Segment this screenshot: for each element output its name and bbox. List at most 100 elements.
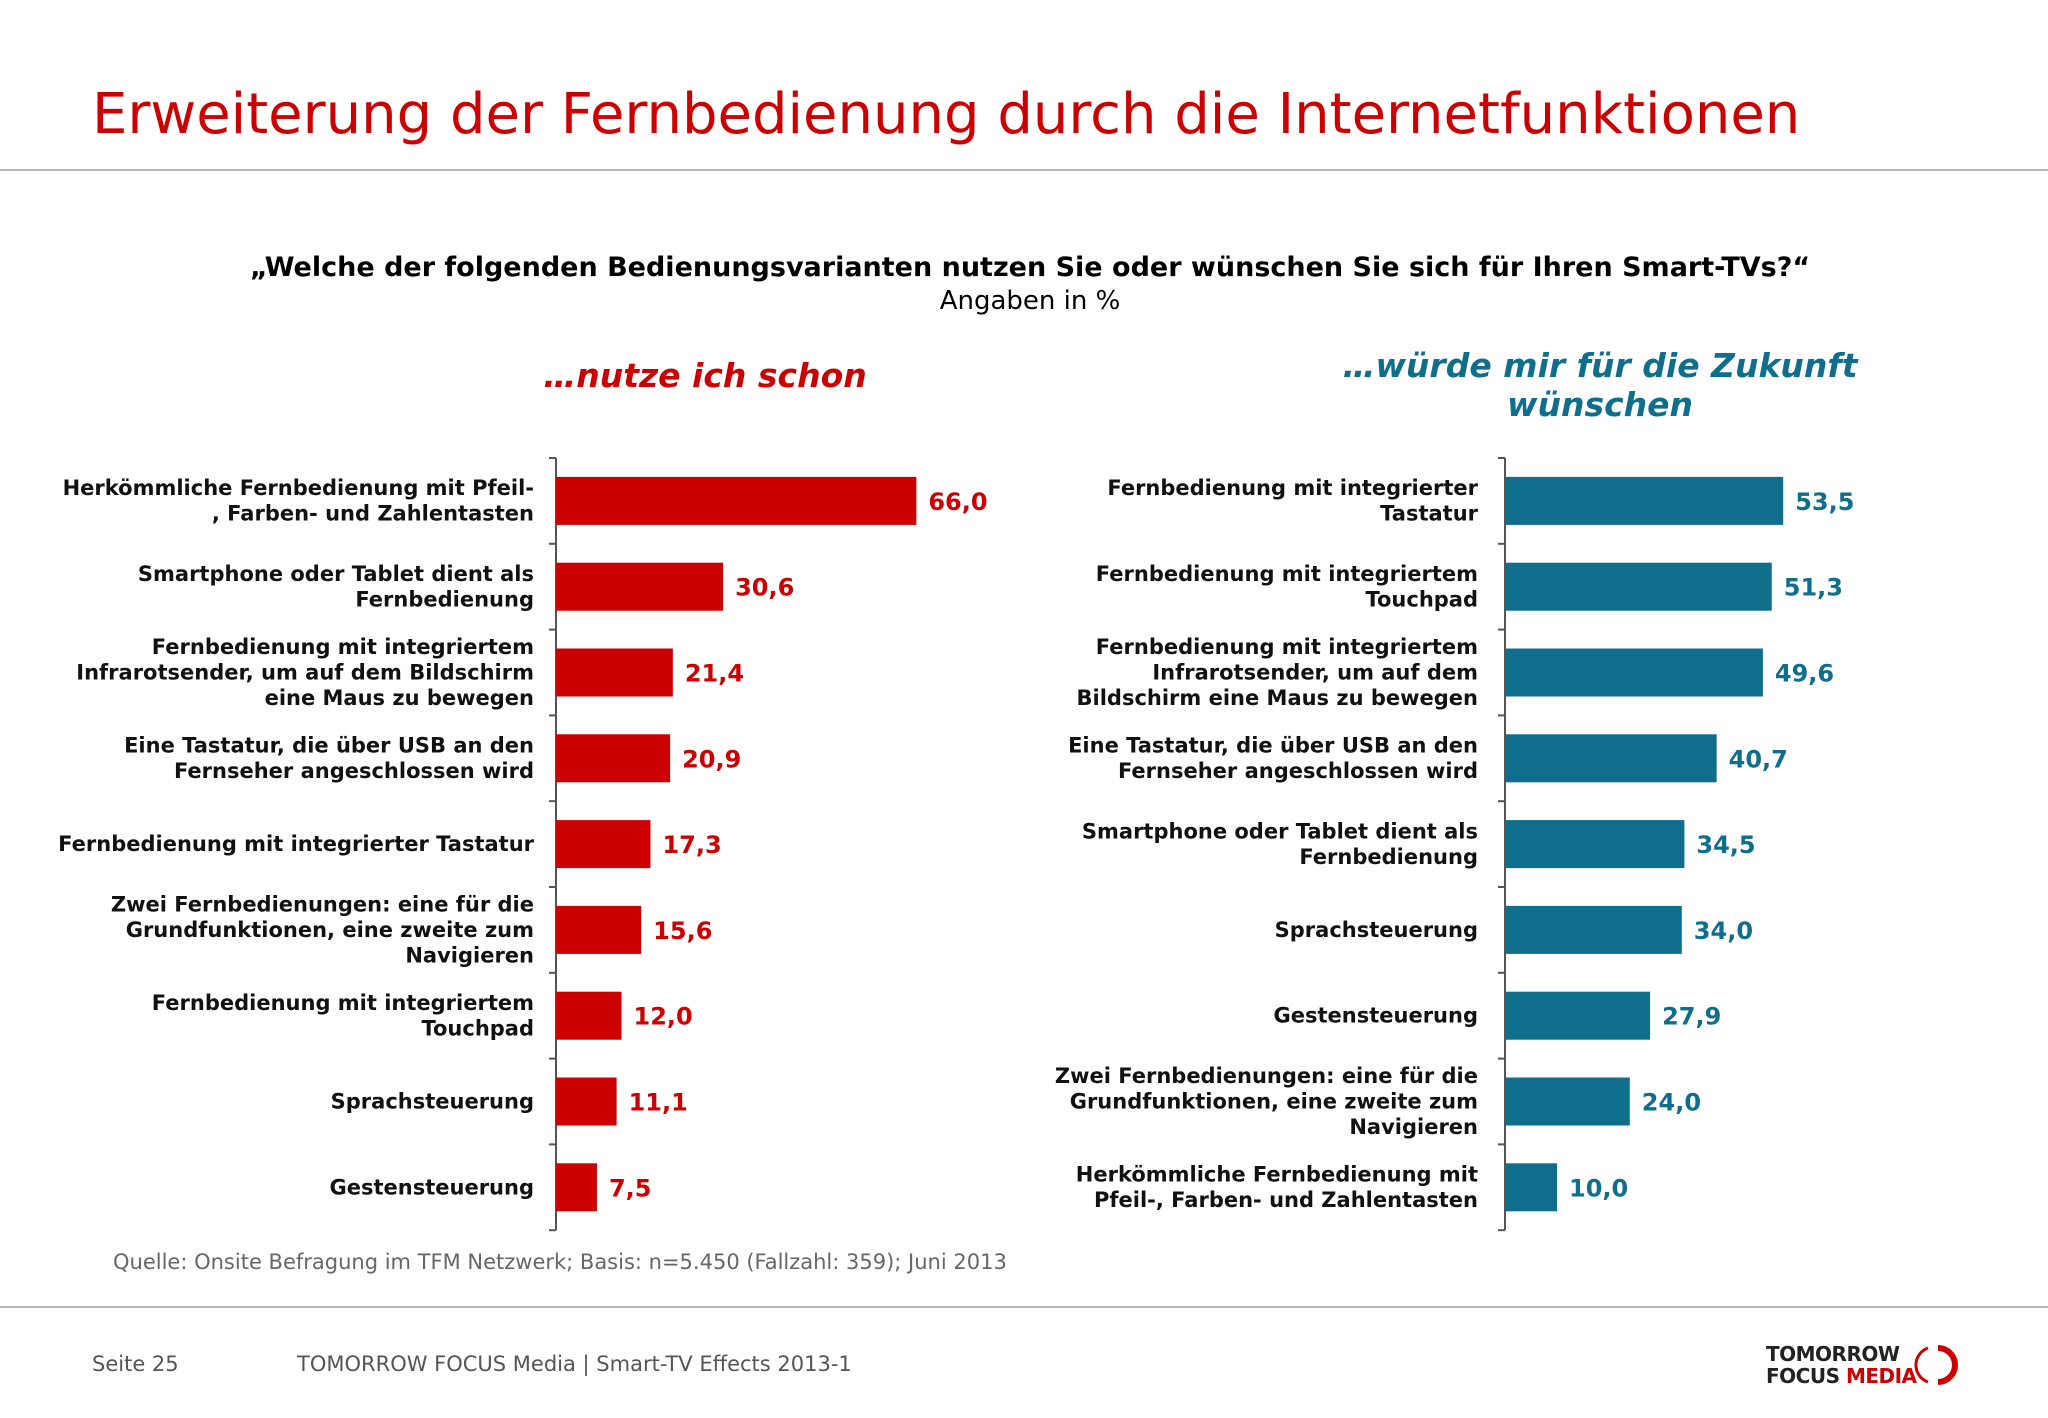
left-bar-chart: 66,0 Herkömmliche Fernbedienung mit Pfeil…: [58, 457, 988, 1232]
category-label-line: Gestensteuerung: [1274, 1004, 1478, 1028]
page-number: Seite 25: [92, 1352, 179, 1376]
category-label: Fernbedienung mit integrierter Tastatur: [1107, 476, 1478, 526]
category-label: Fernbedienung mit integriertem Infrarotse…: [1077, 635, 1478, 710]
value-label: 12,0: [634, 1003, 693, 1031]
category-label-line: Grundfunktionen, eine zweite zum: [126, 918, 534, 942]
source-note: Quelle: Onsite Befragung im TFM Netzwerk…: [113, 1250, 1007, 1274]
bar: [556, 1163, 597, 1212]
category-label: Fernbedienung mit integriertem Touchpad: [152, 991, 534, 1040]
category-label-line: Fernbedienung mit integriertem: [152, 635, 534, 659]
bar: [556, 476, 917, 525]
logo-text-line2: FOCUS MEDIA: [1766, 1364, 1917, 1388]
value-label: 40,7: [1729, 745, 1788, 773]
bar: [556, 820, 651, 869]
right-chart-heading-line: …würde mir für die Zukunft: [1342, 346, 1858, 385]
category-label-line: Smartphone oder Tablet dient als: [138, 562, 534, 586]
value-label: 24,0: [1642, 1089, 1701, 1117]
category-label: Fernbedienung mit integrierter Tastatur: [58, 832, 534, 856]
category-label-line: Infrarotsender, um auf dem Bildschirm: [76, 661, 534, 685]
bar: [1505, 905, 1682, 954]
bar: [1505, 476, 1784, 525]
category-label-line: Fernbedienung mit integriertem: [1096, 562, 1478, 586]
footer-divider: [0, 1306, 2048, 1308]
category-label: Herkömmliche Fernbedienung mit Pfeil-, Fa…: [1076, 1163, 1478, 1213]
bar: [1505, 1077, 1630, 1126]
category-label: Fernbedienung mit integriertem Infrarotse…: [76, 635, 534, 710]
category-label: Zwei Fernbedienungen: eine für die Grundf…: [111, 892, 534, 967]
category-label-line: Eine Tastatur, die über USB an den: [124, 734, 534, 758]
category-label-line: Navigieren: [1349, 1115, 1478, 1139]
category-label-line: , Farben- und Zahlentasten: [212, 502, 534, 526]
category-label-line: Fernbedienung mit integrierter Tastatur: [58, 832, 534, 856]
bar: [1505, 648, 1763, 697]
category-label-line: Smartphone oder Tablet dient als: [1082, 819, 1478, 843]
value-label: 49,6: [1775, 660, 1834, 688]
category-label-line: Eine Tastatur, die über USB an den: [1068, 734, 1478, 758]
category-label: Gestensteuerung: [1274, 1004, 1478, 1028]
value-label: 51,3: [1784, 574, 1843, 602]
category-label-line: Touchpad: [421, 1016, 534, 1040]
category-label: Eine Tastatur, die über USB an den Fernse…: [124, 734, 534, 784]
bar: [556, 1077, 617, 1126]
category-label-line: Pfeil-, Farben- und Zahlentasten: [1094, 1188, 1478, 1212]
company-logo: TOMORROW FOCUS MEDIA: [1766, 1342, 1966, 1392]
category-label-line: Fernseher angeschlossen wird: [1118, 759, 1478, 783]
value-label: 34,5: [1696, 831, 1755, 859]
logo-mark-icon: [1914, 1345, 1958, 1385]
category-label-line: Touchpad: [1365, 587, 1478, 611]
value-label: 21,4: [685, 660, 744, 688]
category-label: Sprachsteuerung: [1275, 918, 1478, 942]
category-label-line: Fernbedienung: [355, 587, 534, 611]
category-label-line: Fernbedienung: [1299, 845, 1478, 869]
category-label: Eine Tastatur, die über USB an den Fernse…: [1068, 734, 1478, 784]
category-label-line: Gestensteuerung: [330, 1175, 534, 1199]
bar: [1505, 820, 1685, 869]
unit-label: Angaben in %: [939, 286, 1121, 316]
category-label-line: eine Maus zu bewegen: [265, 686, 534, 710]
right-chart-heading: …würde mir für die Zukunft wünschen: [1250, 346, 1950, 424]
category-label-line: Herkömmliche Fernbedienung mit: [1076, 1163, 1478, 1187]
value-label: 15,6: [653, 917, 712, 945]
category-label-line: Fernbedienung mit integriertem: [1096, 635, 1478, 659]
category-label-line: Zwei Fernbedienungen: eine für die: [111, 892, 534, 916]
category-label-line: Sprachsteuerung: [1275, 918, 1478, 942]
bar: [556, 905, 642, 954]
bar: [1505, 734, 1717, 783]
logo-text-focus: FOCUS: [1766, 1364, 1846, 1388]
category-label: Zwei Fernbedienungen: eine für die Grundf…: [1055, 1064, 1478, 1139]
value-label: 11,1: [629, 1089, 688, 1117]
title-divider: [0, 169, 2048, 171]
category-label-line: Grundfunktionen, eine zweite zum: [1070, 1090, 1478, 1114]
footer-company: TOMORROW FOCUS Media | Smart-TV Effects …: [297, 1352, 852, 1376]
bar: [1505, 991, 1651, 1040]
left-chart-heading: …nutze ich schon: [543, 356, 867, 395]
right-chart-heading-line: wünschen: [1506, 385, 1694, 424]
category-label-line: Tastatur: [1380, 502, 1478, 526]
bar: [556, 734, 671, 783]
value-label: 27,9: [1662, 1003, 1721, 1031]
value-label: 30,6: [735, 574, 794, 602]
category-label: Smartphone oder Tablet dient als Fernbedi…: [138, 562, 534, 612]
category-label: Sprachsteuerung: [331, 1090, 534, 1114]
bar: [1505, 1163, 1557, 1212]
category-label-line: Bildschirm eine Maus zu bewegen: [1077, 686, 1478, 710]
category-label: Herkömmliche Fernbedienung mit Pfeil-, F…: [63, 476, 534, 526]
category-label: Fernbedienung mit integriertem Touchpad: [1096, 562, 1478, 612]
survey-question: „Welche der folgenden Bedienungsvariante…: [249, 252, 1811, 283]
bar: [556, 991, 622, 1040]
logo-text-media: MEDIA: [1845, 1364, 1917, 1388]
category-label-line: Navigieren: [405, 943, 534, 967]
category-label-line: Fernbedienung mit integriertem: [152, 991, 534, 1015]
value-label: 53,5: [1795, 488, 1854, 516]
bar: [556, 648, 673, 697]
logo-text-line1: TOMORROW: [1766, 1342, 1900, 1366]
category-label-line: Herkömmliche Fernbedienung mit Pfeil-: [63, 476, 534, 500]
value-label: 7,5: [609, 1174, 652, 1202]
category-label-line: Fernbedienung mit integrierter: [1107, 476, 1478, 500]
value-label: 66,0: [928, 488, 987, 516]
category-label-line: Infrarotsender, um auf dem: [1152, 661, 1478, 685]
value-label: 20,9: [682, 745, 741, 773]
category-label: Gestensteuerung: [330, 1175, 534, 1199]
right-bar-chart: 53,5 Fernbedienung mit integrierter Tastat…: [1055, 457, 1854, 1232]
